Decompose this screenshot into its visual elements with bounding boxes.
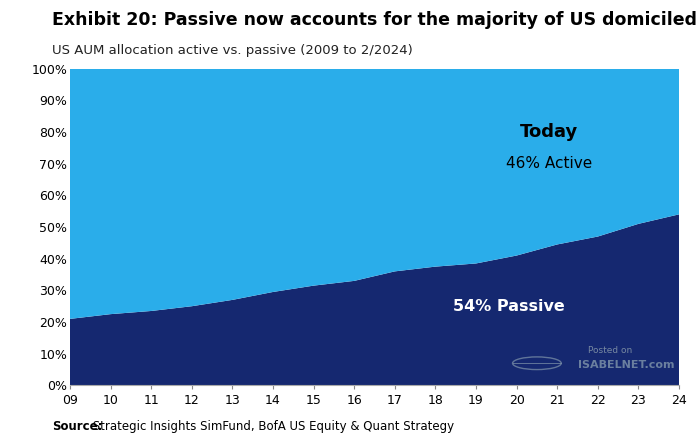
Text: Source:: Source: — [52, 420, 103, 433]
Text: Exhibit 20: Passive now accounts for the majority of US domiciled AUM: Exhibit 20: Passive now accounts for the… — [52, 11, 700, 29]
Text: ISABELNET.com: ISABELNET.com — [578, 360, 675, 370]
Text: Today: Today — [520, 123, 578, 141]
Text: US AUM allocation active vs. passive (2009 to 2/2024): US AUM allocation active vs. passive (20… — [52, 44, 413, 57]
Text: Posted on: Posted on — [588, 346, 632, 355]
Text: 46% Active: 46% Active — [506, 156, 592, 171]
Text: 54% Passive: 54% Passive — [453, 299, 564, 314]
Text: Strategic Insights SimFund, BofA US Equity & Quant Strategy: Strategic Insights SimFund, BofA US Equi… — [89, 420, 454, 433]
